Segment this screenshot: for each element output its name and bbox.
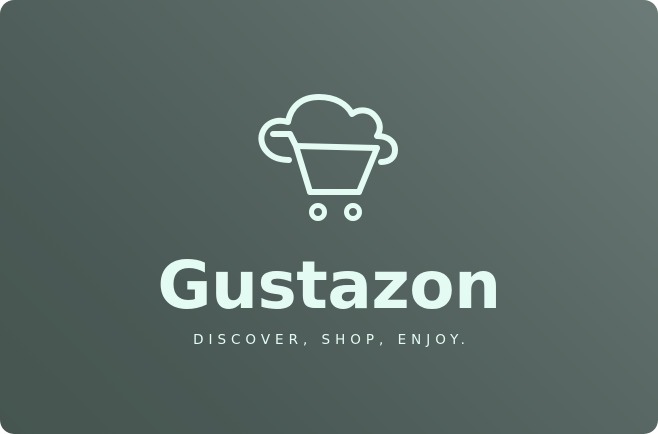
- tagline: DISCOVER, SHOP, ENJOY.: [193, 332, 470, 348]
- cloud-shopping-cart-icon: [258, 94, 398, 221]
- brand-name: Gustazon: [157, 247, 501, 324]
